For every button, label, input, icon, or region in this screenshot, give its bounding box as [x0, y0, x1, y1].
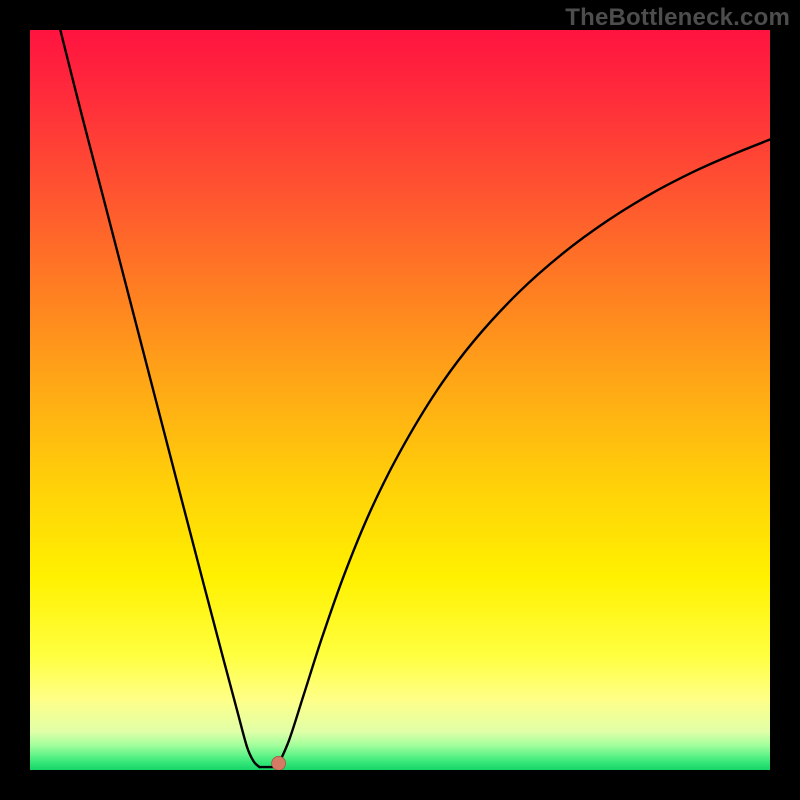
plot-area — [30, 30, 770, 770]
watermark-text: TheBottleneck.com — [565, 4, 790, 32]
curve-segment — [277, 140, 770, 768]
curve-segment — [60, 30, 259, 767]
bottleneck-marker — [272, 756, 286, 770]
bottleneck-curve — [30, 30, 770, 770]
chart-frame: TheBottleneck.com — [0, 0, 800, 800]
